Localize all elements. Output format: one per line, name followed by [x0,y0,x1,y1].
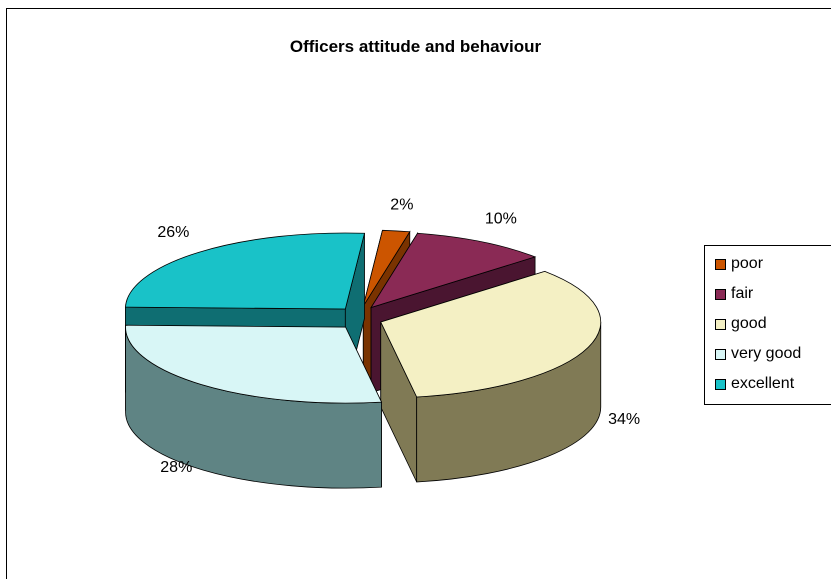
slice-top-very-good [125,324,383,404]
chart-frame [6,8,831,579]
slice-good [380,270,602,483]
slice-top-excellent [124,232,366,310]
legend-label-good: good [731,315,767,332]
legend-swatch-poor [715,258,726,270]
chart-title: Officers attitude and behaviour [289,37,542,56]
legend-item-poor: poor [715,254,763,274]
data-label-fair: 10% [485,211,517,228]
legend-item-excellent: excellent [715,374,794,394]
legend-label-poor: poor [731,255,764,272]
slice-top-fair [370,232,537,309]
legend-label-excellent: excellent [731,375,795,392]
legend-swatch-very-good [715,348,726,360]
legend-item-good: good [715,314,767,334]
data-label-poor: 2% [390,196,413,213]
slice-very-good [125,324,383,489]
data-label-very-good: 28% [160,459,192,476]
slice-top-poor [362,229,411,307]
slice-top-good [380,270,602,398]
legend-swatch-fair [715,288,726,300]
legend-label-fair: fair [731,285,754,302]
legend-item-fair: fair [715,284,753,304]
data-label-good: 34% [608,411,640,428]
legend-item-very-good: very good [715,344,801,364]
legend-swatch-good [715,318,726,330]
legend-label-very-good: very good [731,345,802,362]
data-label-excellent: 26% [157,224,189,241]
legend-swatch-excellent [715,378,726,390]
legend: poor fair good very good excellent [704,245,831,405]
